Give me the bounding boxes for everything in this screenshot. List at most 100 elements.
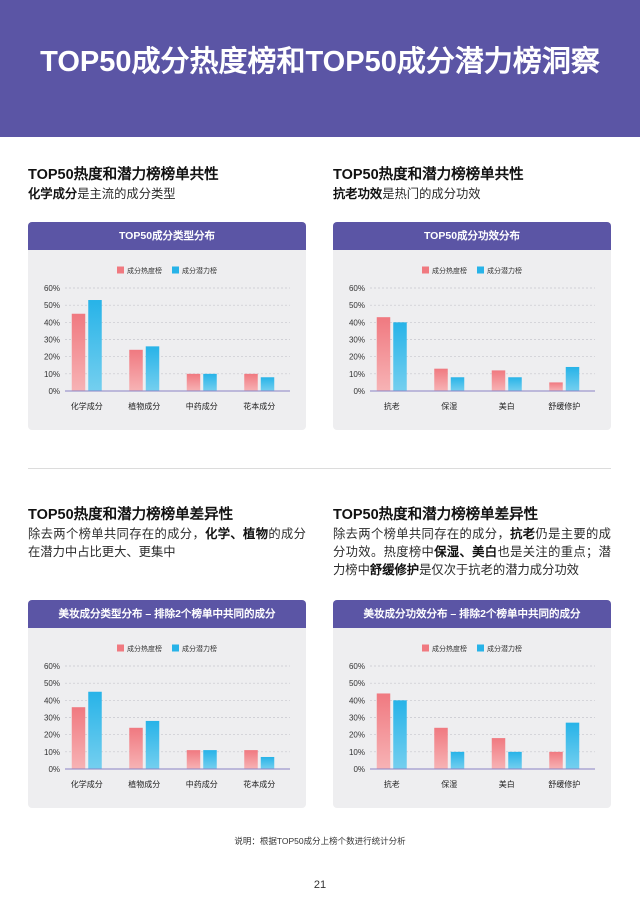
potential-rank-bar	[203, 750, 217, 769]
x-category-label: 中药成分	[186, 401, 218, 411]
chart-title: 美妆成分类型分布 – 排除2个榜单中共同的成分	[28, 600, 306, 628]
legend-swatch-potential	[172, 266, 179, 274]
heat-rank-bar	[71, 313, 86, 391]
heat-rank-bar	[434, 368, 448, 391]
chart-title: TOP50成分功效分布	[333, 222, 611, 250]
y-tick-label: 50%	[349, 301, 365, 310]
y-tick-label: 60%	[349, 284, 365, 293]
legend-label: 成分热度榜	[127, 644, 162, 653]
body-text: 是热门的成分功效	[382, 187, 481, 201]
y-tick-label: 0%	[353, 387, 365, 396]
x-category-label: 植物成分	[128, 401, 160, 411]
heat-rank-bar	[186, 750, 201, 769]
legend-label: 成分潜力榜	[487, 644, 522, 653]
legend-swatch-potential	[477, 644, 484, 652]
heat-rank-bar	[244, 750, 258, 769]
x-category-label: 保湿	[441, 779, 457, 789]
legend-label: 成分潜力榜	[182, 266, 217, 275]
page-header: TOP50成分热度榜和TOP50成分潜力榜洞察	[0, 0, 640, 137]
x-category-label: 花本成分	[243, 779, 275, 789]
commonality-type-section: TOP50热度和潜力榜榜单共性 化学成分是主流的成分类型	[28, 165, 306, 203]
y-tick-label: 20%	[349, 731, 365, 740]
x-category-label: 抗老	[384, 401, 400, 411]
body-text: 是主流的成分类型	[77, 187, 176, 201]
potential-rank-bar	[450, 377, 465, 391]
y-tick-label: 50%	[349, 679, 365, 688]
y-tick-label: 40%	[349, 696, 365, 705]
y-tick-label: 60%	[349, 662, 365, 671]
y-tick-label: 40%	[44, 696, 60, 705]
y-tick-label: 0%	[48, 765, 60, 774]
y-tick-label: 0%	[353, 765, 365, 774]
section-body: 除去两个榜单共同存在的成分，化学、植物的成分在潜力中占比更大、更集中	[28, 525, 306, 561]
y-tick-label: 20%	[44, 353, 60, 362]
legend-swatch-heat	[422, 644, 429, 652]
y-tick-label: 60%	[44, 284, 60, 293]
x-category-label: 花本成分	[243, 401, 275, 411]
x-category-label: 舒缓修护	[548, 779, 580, 789]
emphasis-text: 化学成分	[28, 187, 78, 201]
body-text: 是仅次于抗老的潜力成分功效	[419, 563, 579, 577]
legend-swatch-potential	[477, 266, 484, 274]
y-tick-label: 10%	[349, 370, 365, 379]
legend-swatch-heat	[117, 266, 124, 274]
chart-card-ingredient-efficacy: TOP50成分功效分布 成分热度榜 成分潜力榜 0% 10% 20% 30% 40% 50% 6…	[333, 222, 611, 430]
legend-label: 成分潜力榜	[487, 266, 522, 275]
y-tick-label: 30%	[349, 714, 365, 723]
heat-rank-bar	[129, 349, 143, 391]
bar-chart: 成分热度榜 成分潜力榜 0% 10% 20% 30% 40% 50% 60% 化学成分 植物成分 中药…	[44, 644, 290, 789]
legend-label: 成分潜力榜	[182, 644, 217, 653]
body-text: 除去两个榜单共同存在的成分，	[333, 527, 511, 541]
potential-rank-bar	[88, 691, 102, 769]
chart-card-ingredient-type: TOP50成分类型分布 成分热度榜 成分潜力榜 0% 10% 20% 30% 40% 50% 6…	[28, 222, 306, 430]
y-tick-label: 10%	[349, 748, 365, 757]
section-heading: TOP50热度和潜力榜榜单差异性	[333, 507, 539, 523]
heat-rank-bar	[376, 317, 391, 391]
legend-swatch-potential	[172, 644, 179, 652]
bar-chart: 成分热度榜 成分潜力榜 0% 10% 20% 30% 40% 50% 60% 抗老 保湿 美白 舒缓修护	[349, 644, 595, 789]
x-category-label: 植物成分	[128, 779, 160, 789]
page-title: TOP50成分热度榜和TOP50成分潜力榜洞察	[40, 46, 600, 78]
potential-rank-bar	[260, 377, 275, 391]
x-category-label: 美白	[499, 779, 515, 789]
body-text: 也是关注的重点；潜力榜中	[333, 545, 611, 577]
heat-rank-bar	[491, 738, 506, 769]
y-tick-label: 30%	[349, 336, 365, 345]
section-body: 除去两个榜单共同存在的成分，抗老仍是主要的成分功效。热度榜中保湿、美白也是关注的…	[333, 525, 611, 579]
bar-chart: 成分热度榜 成分潜力榜 0% 10% 20% 30% 40% 50% 60% 化学成分 植物成分 中药…	[44, 266, 290, 411]
y-tick-label: 20%	[44, 731, 60, 740]
section-heading: TOP50热度和潜力榜榜单差异性	[28, 507, 234, 523]
difference-type-section: TOP50热度和潜力榜榜单差异性 除去两个榜单共同存在的成分，化学、植物的成分在…	[28, 505, 306, 561]
potential-rank-bar	[508, 751, 522, 769]
emphasis-text: 化学、植物	[205, 527, 269, 541]
y-tick-label: 50%	[44, 301, 60, 310]
y-tick-label: 50%	[44, 679, 60, 688]
emphasis-text: 舒缓修护	[369, 563, 420, 577]
x-category-label: 中药成分	[186, 779, 218, 789]
heat-rank-bar	[244, 373, 258, 391]
potential-rank-bar	[565, 366, 580, 391]
potential-rank-bar	[565, 722, 580, 769]
heat-rank-bar	[129, 727, 143, 769]
heat-rank-bar	[549, 382, 563, 391]
heat-rank-bar	[549, 751, 563, 769]
chart-card-excluded-type: 美妆成分类型分布 – 排除2个榜单中共同的成分 成分热度榜 成分潜力榜 0% 10% 2…	[28, 600, 306, 808]
x-category-label: 化学成分	[71, 401, 103, 411]
potential-rank-bar	[260, 756, 275, 769]
page-number: 21	[313, 879, 327, 891]
legend-swatch-heat	[117, 644, 124, 652]
difference-efficacy-section: TOP50热度和潜力榜榜单差异性 除去两个榜单共同存在的成分，抗老仍是主要的成分…	[333, 505, 611, 579]
x-category-label: 保湿	[441, 401, 457, 411]
y-tick-label: 40%	[349, 318, 365, 327]
emphasis-text: 抗老功效	[333, 187, 383, 201]
x-category-label: 舒缓修护	[548, 401, 580, 411]
y-tick-label: 40%	[44, 318, 60, 327]
y-tick-label: 10%	[44, 370, 60, 379]
body-text: 的成分在潜力中占比更大、更集中	[28, 527, 306, 559]
legend-label: 成分热度榜	[127, 266, 162, 275]
body-text: 除去两个榜单共同存在的成分，	[28, 527, 206, 541]
potential-rank-bar	[393, 700, 407, 769]
x-category-label: 抗老	[384, 779, 400, 789]
emphasis-text: 保湿、美白	[434, 545, 498, 559]
chart-card-excluded-efficacy: 美妆成分功效分布 – 排除2个榜单中共同的成分 成分热度榜 成分潜力榜 0% 10% 2…	[333, 600, 611, 808]
